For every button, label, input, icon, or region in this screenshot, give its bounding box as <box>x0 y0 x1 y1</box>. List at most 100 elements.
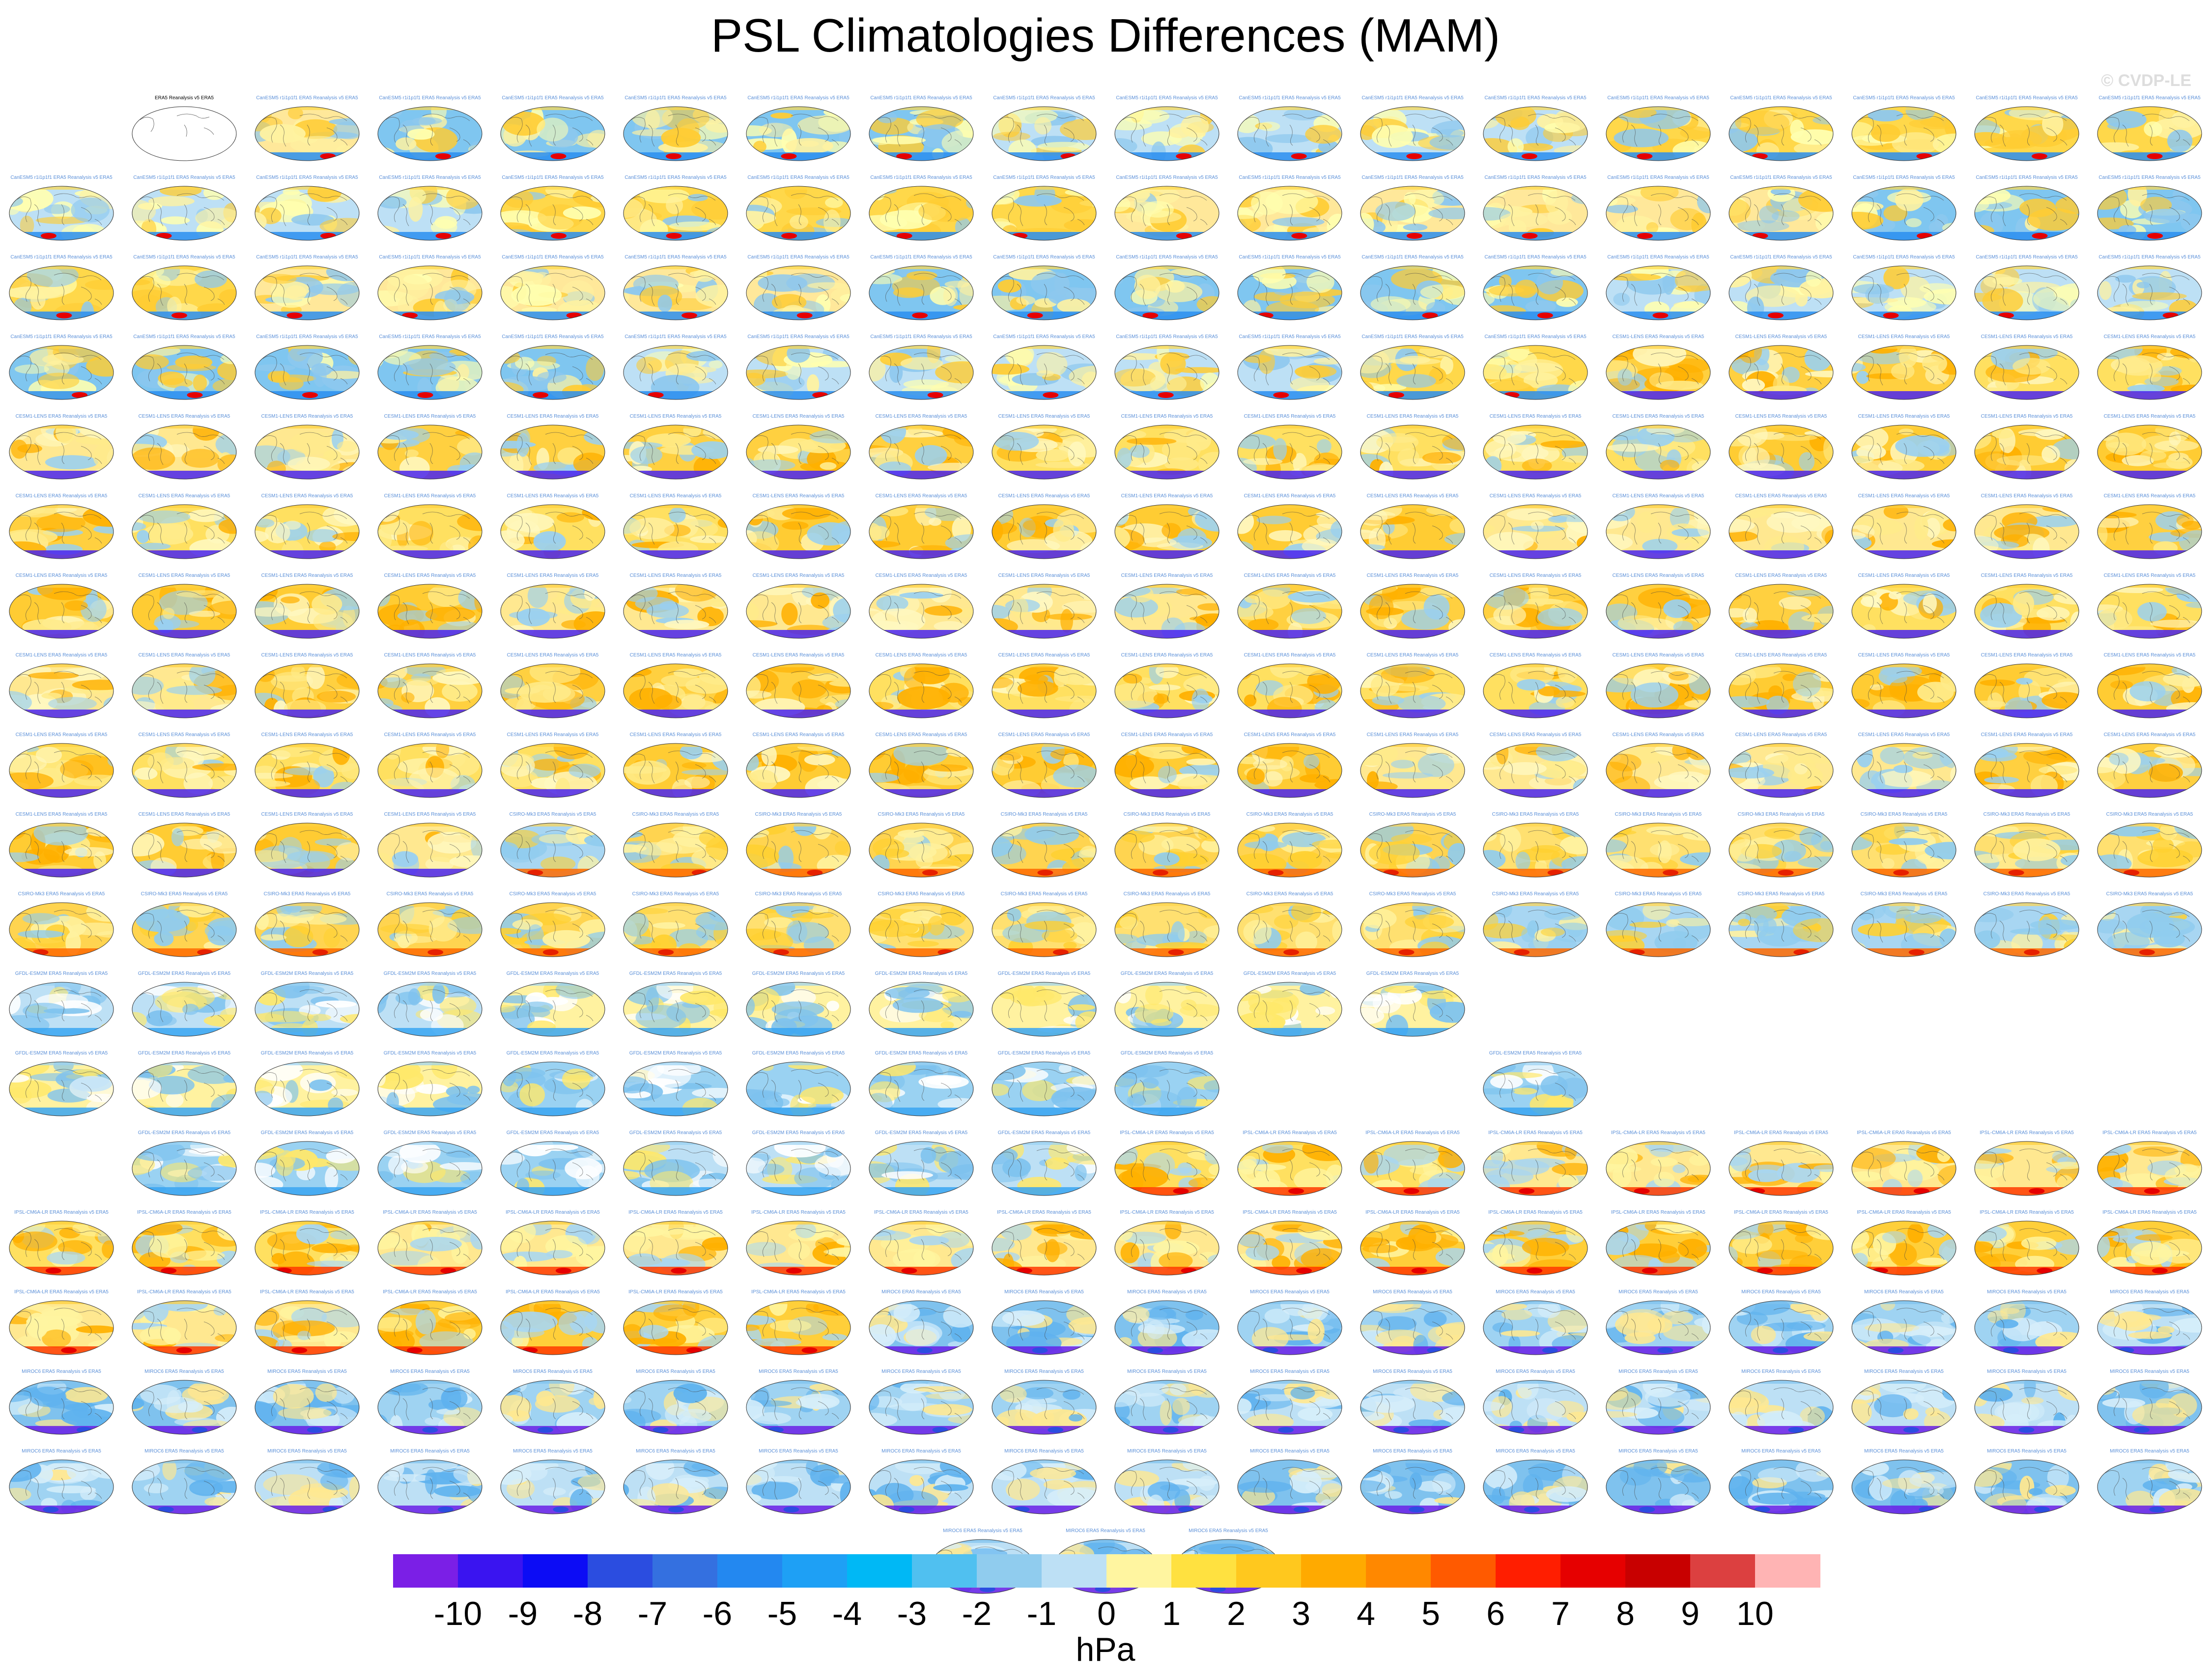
map-field <box>132 1300 237 1355</box>
colorbar-tick-label: 1 <box>1162 1595 1181 1632</box>
map-field <box>1483 425 1588 480</box>
map-panel: GFDL-ESM2M ERA5 Reanalysis v5 ERA5 <box>866 1050 977 1118</box>
map-field <box>992 1300 1097 1355</box>
panel-title: CESM1-LENS ERA5 Reanalysis v5 ERA5 <box>998 493 1090 499</box>
map-panel: CSIRO-Mk3 ERA5 Reanalysis v5 ERA5 <box>1603 890 1714 959</box>
map-panel: MIROC6 ERA5 Reanalysis v5 ERA5 <box>1111 1368 1222 1437</box>
map-panel: MIROC6 ERA5 Reanalysis v5 ERA5 <box>989 1368 1100 1437</box>
map-field <box>1606 663 1711 718</box>
panel-title: MIROC6 ERA5 Reanalysis v5 ERA5 <box>390 1369 470 1374</box>
map-panel: IPSL-CM6A-LR ERA5 Reanalysis v5 ERA5 <box>1480 1209 1591 1278</box>
map-panel: GFDL-ESM2M ERA5 Reanalysis v5 ERA5 <box>129 1129 240 1198</box>
map-field <box>1237 345 1342 400</box>
map-field <box>869 425 974 480</box>
map-panel: CSIRO-Mk3 ERA5 Reanalysis v5 ERA5 <box>1971 890 2082 959</box>
map-field <box>2097 106 2202 161</box>
map-panel: CESM1-LENS ERA5 Reanalysis v5 ERA5 <box>1111 652 1222 720</box>
map-field <box>746 823 851 878</box>
map-panel: CESM1-LENS ERA5 Reanalysis v5 ERA5 <box>497 572 608 641</box>
map-panel: CanESM5 r1i1p1f1 ERA5 Reanalysis v5 ERA5 <box>1603 174 1714 243</box>
map-panel: MIROC6 ERA5 Reanalysis v5 ERA5 <box>1971 1448 2082 1516</box>
panel-title: CESM1-LENS ERA5 Reanalysis v5 ERA5 <box>1612 653 1704 658</box>
map-field <box>1483 902 1588 957</box>
panel-title: MIROC6 ERA5 Reanalysis v5 ERA5 <box>1496 1289 1575 1295</box>
map-field <box>1851 504 1956 559</box>
map-field <box>500 584 605 639</box>
map-panel: CESM1-LENS ERA5 Reanalysis v5 ERA5 <box>1848 731 1959 800</box>
map-panel: CESM1-LENS ERA5 Reanalysis v5 ERA5 <box>620 492 731 561</box>
map-panel: CanESM5 r1i1p1f1 ERA5 Reanalysis v5 ERA5 <box>1234 174 1345 243</box>
map-field <box>500 186 605 241</box>
map-field <box>1483 1221 1588 1276</box>
panel-title: GFDL-ESM2M ERA5 Reanalysis v5 ERA5 <box>629 1130 722 1136</box>
map-field <box>500 1300 605 1355</box>
panel-title: CanESM5 r1i1p1f1 ERA5 Reanalysis v5 ERA5 <box>2098 95 2201 101</box>
map-panel: CSIRO-Mk3 ERA5 Reanalysis v5 ERA5 <box>866 890 977 959</box>
map-field <box>869 345 974 400</box>
map-panel: CESM1-LENS ERA5 Reanalysis v5 ERA5 <box>2094 652 2205 720</box>
map-panel: GFDL-ESM2M ERA5 Reanalysis v5 ERA5 <box>252 1129 363 1198</box>
map-field <box>132 1141 237 1196</box>
map-panel: CanESM5 r1i1p1f1 ERA5 Reanalysis v5 ERA5 <box>252 254 363 322</box>
panel-title: CSIRO-Mk3 ERA5 Reanalysis v5 ERA5 <box>2106 812 2193 817</box>
map-panel: CanESM5 r1i1p1f1 ERA5 Reanalysis v5 ERA5 <box>252 333 363 402</box>
panel-title: GFDL-ESM2M ERA5 Reanalysis v5 ERA5 <box>383 1051 477 1056</box>
colorbar-cell <box>1301 1554 1366 1588</box>
map-panel: CESM1-LENS ERA5 Reanalysis v5 ERA5 <box>1726 572 1837 641</box>
panel-title: IPSL-CM6A-LR ERA5 Reanalysis v5 ERA5 <box>1243 1130 1337 1136</box>
map-panel: CanESM5 r1i1p1f1 ERA5 Reanalysis v5 ERA5 <box>989 174 1100 243</box>
map-panel: CESM1-LENS ERA5 Reanalysis v5 ERA5 <box>1357 572 1468 641</box>
panel-title: CSIRO-Mk3 ERA5 Reanalysis v5 ERA5 <box>1983 891 2070 897</box>
panel-title: CESM1-LENS ERA5 Reanalysis v5 ERA5 <box>2103 493 2196 499</box>
panel-title: CESM1-LENS ERA5 Reanalysis v5 ERA5 <box>1366 414 1459 419</box>
panel-title: CanESM5 r1i1p1f1 ERA5 Reanalysis v5 ERA5 <box>870 334 972 340</box>
panel-title: MIROC6 ERA5 Reanalysis v5 ERA5 <box>513 1369 593 1374</box>
panel-title: CESM1-LENS ERA5 Reanalysis v5 ERA5 <box>1735 493 1827 499</box>
panel-title: GFDL-ESM2M ERA5 Reanalysis v5 ERA5 <box>997 971 1091 976</box>
map-field <box>1974 504 2079 559</box>
map-panel: IPSL-CM6A-LR ERA5 Reanalysis v5 ERA5 <box>743 1209 854 1278</box>
map-field <box>2097 1221 2202 1276</box>
panel-title: IPSL-CM6A-LR ERA5 Reanalysis v5 ERA5 <box>628 1210 723 1215</box>
map-panel: CSIRO-Mk3 ERA5 Reanalysis v5 ERA5 <box>1234 811 1345 880</box>
colorbar-tick-label: -10 <box>433 1595 482 1632</box>
colorbar-cell <box>1042 1554 1107 1588</box>
map-field <box>1729 1459 1834 1514</box>
map-field <box>377 584 482 639</box>
map-field <box>869 743 974 798</box>
panel-title: CanESM5 r1i1p1f1 ERA5 Reanalysis v5 ERA5 <box>502 255 604 260</box>
panel-title: MIROC6 ERA5 Reanalysis v5 ERA5 <box>1741 1449 1821 1454</box>
panel-title: CESM1-LENS ERA5 Reanalysis v5 ERA5 <box>138 812 230 817</box>
map-field <box>255 902 360 957</box>
map-field <box>1729 1221 1834 1276</box>
panel-title: CESM1-LENS ERA5 Reanalysis v5 ERA5 <box>384 732 476 738</box>
panel-title: MIROC6 ERA5 Reanalysis v5 ERA5 <box>2110 1449 2189 1454</box>
panel-title: CESM1-LENS ERA5 Reanalysis v5 ERA5 <box>261 493 353 499</box>
map-panel: CanESM5 r1i1p1f1 ERA5 Reanalysis v5 ERA5 <box>620 94 731 163</box>
map-field <box>1114 1380 1219 1435</box>
map-panel: CESM1-LENS ERA5 Reanalysis v5 ERA5 <box>1357 652 1468 720</box>
panel-title: CESM1-LENS ERA5 Reanalysis v5 ERA5 <box>261 732 353 738</box>
map-panel: CESM1-LENS ERA5 Reanalysis v5 ERA5 <box>743 413 854 482</box>
map-panel: MIROC6 ERA5 Reanalysis v5 ERA5 <box>374 1368 485 1437</box>
map-field <box>623 345 728 400</box>
map-field <box>1360 1380 1465 1435</box>
panel-title: CSIRO-Mk3 ERA5 Reanalysis v5 ERA5 <box>1860 891 1948 897</box>
map-field <box>377 1459 482 1514</box>
panel-title: MIROC6 ERA5 Reanalysis v5 ERA5 <box>22 1369 101 1374</box>
map-panel: CanESM5 r1i1p1f1 ERA5 Reanalysis v5 ERA5 <box>2094 174 2205 243</box>
panel-title: CESM1-LENS ERA5 Reanalysis v5 ERA5 <box>1489 653 1582 658</box>
panel-title: CESM1-LENS ERA5 Reanalysis v5 ERA5 <box>1121 573 1213 578</box>
panel-title: IPSL-CM6A-LR ERA5 Reanalysis v5 ERA5 <box>383 1289 477 1295</box>
panel-title: CESM1-LENS ERA5 Reanalysis v5 ERA5 <box>1612 732 1704 738</box>
map-field <box>1729 1300 1834 1355</box>
map-field <box>1360 982 1465 1037</box>
map-panel: CESM1-LENS ERA5 Reanalysis v5 ERA5 <box>374 572 485 641</box>
map-panel: CSIRO-Mk3 ERA5 Reanalysis v5 ERA5 <box>129 890 240 959</box>
colorbar-tick-label: -8 <box>572 1595 603 1632</box>
panel-title: CESM1-LENS ERA5 Reanalysis v5 ERA5 <box>1244 414 1336 419</box>
map-panel: CESM1-LENS ERA5 Reanalysis v5 ERA5 <box>743 731 854 800</box>
colorbar-tick-label: 10 <box>1736 1595 1774 1632</box>
map-panel: CESM1-LENS ERA5 Reanalysis v5 ERA5 <box>1234 492 1345 561</box>
map-field <box>992 425 1097 480</box>
